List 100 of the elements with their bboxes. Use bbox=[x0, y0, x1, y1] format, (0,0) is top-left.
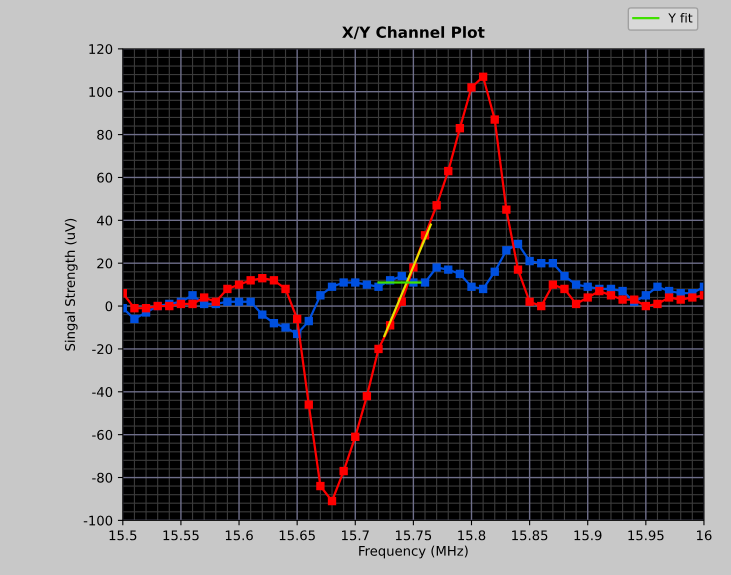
point bbox=[188, 300, 197, 308]
point bbox=[444, 166, 452, 176]
point bbox=[514, 265, 522, 274]
x-tick-label: 15.95 bbox=[628, 530, 664, 540]
point bbox=[374, 344, 383, 354]
point bbox=[362, 280, 372, 289]
point bbox=[176, 300, 186, 308]
y-tick-label: -80 bbox=[92, 472, 112, 483]
x-tick-label: 15.55 bbox=[163, 530, 199, 540]
x-tick-label: 15.7 bbox=[342, 530, 369, 540]
chart-title: X/Y Channel Plot bbox=[342, 26, 485, 40]
point bbox=[618, 295, 627, 304]
point bbox=[444, 265, 452, 274]
point bbox=[502, 246, 511, 254]
point bbox=[339, 278, 348, 287]
point bbox=[560, 272, 569, 280]
point bbox=[270, 319, 278, 328]
y-tick-label: 120 bbox=[89, 44, 112, 54]
point bbox=[142, 304, 150, 312]
point bbox=[514, 240, 522, 248]
point bbox=[525, 256, 534, 266]
point bbox=[642, 302, 650, 310]
x-tick-label: 15.85 bbox=[512, 530, 548, 540]
point bbox=[490, 268, 499, 276]
y-tick-label: 20 bbox=[97, 258, 112, 268]
point bbox=[467, 282, 476, 291]
point bbox=[548, 280, 558, 289]
point bbox=[234, 280, 244, 289]
legend-label: Y fit bbox=[668, 12, 692, 22]
point bbox=[362, 392, 372, 400]
x-tick-label: 15.75 bbox=[396, 530, 432, 540]
point bbox=[351, 432, 360, 441]
point bbox=[572, 300, 580, 308]
x-tick-label: 16 bbox=[697, 530, 712, 540]
point bbox=[188, 291, 197, 300]
point bbox=[653, 300, 662, 308]
point bbox=[642, 291, 650, 300]
y-tick-label: 60 bbox=[97, 172, 112, 183]
x-tick-label: 15.9 bbox=[574, 530, 602, 540]
point bbox=[584, 282, 592, 291]
point bbox=[339, 466, 348, 476]
point bbox=[653, 282, 662, 291]
point bbox=[246, 298, 255, 306]
point bbox=[432, 201, 441, 210]
point bbox=[316, 482, 325, 490]
point bbox=[537, 259, 546, 268]
point bbox=[281, 284, 290, 294]
point bbox=[234, 298, 244, 306]
point bbox=[258, 310, 266, 319]
point bbox=[456, 124, 464, 132]
point bbox=[606, 291, 616, 300]
y-tick-label: -60 bbox=[92, 430, 112, 440]
x-tick-label: 15.6 bbox=[226, 530, 253, 540]
y-axis-title: Singal Strength (uV) bbox=[64, 218, 78, 351]
point bbox=[560, 284, 569, 294]
point bbox=[502, 205, 511, 214]
point bbox=[618, 286, 627, 296]
point bbox=[130, 304, 139, 312]
point bbox=[664, 293, 674, 302]
y-tick-label: -20 bbox=[92, 344, 112, 354]
point bbox=[688, 293, 696, 302]
y-tick-label: 0 bbox=[106, 301, 112, 312]
point bbox=[548, 259, 558, 268]
x-tick-label: 15.8 bbox=[458, 530, 486, 540]
point bbox=[281, 323, 290, 332]
y-tick-label: 100 bbox=[89, 86, 112, 97]
point bbox=[525, 298, 534, 306]
point bbox=[467, 83, 476, 92]
point bbox=[572, 280, 580, 289]
point bbox=[630, 295, 638, 304]
point bbox=[351, 278, 360, 287]
point bbox=[328, 282, 336, 291]
point bbox=[223, 284, 232, 294]
point bbox=[478, 72, 488, 81]
y-tick-label: -100 bbox=[84, 516, 112, 526]
point bbox=[456, 270, 464, 278]
point bbox=[200, 293, 208, 302]
point bbox=[223, 298, 232, 306]
y-tick-label: -40 bbox=[92, 387, 112, 397]
x-tick-label: 15.65 bbox=[280, 530, 315, 540]
point bbox=[420, 278, 430, 287]
point bbox=[374, 282, 383, 291]
point bbox=[304, 316, 313, 326]
point bbox=[270, 276, 278, 285]
y-tick-label: 40 bbox=[96, 216, 112, 226]
point bbox=[304, 400, 313, 409]
point bbox=[584, 293, 592, 302]
point bbox=[398, 272, 406, 280]
y-tick-label: 80 bbox=[97, 130, 112, 140]
x-tick-label: 15.5 bbox=[110, 530, 136, 540]
point bbox=[316, 291, 325, 300]
point bbox=[246, 276, 255, 285]
point bbox=[676, 295, 685, 304]
point bbox=[490, 115, 499, 124]
point bbox=[292, 314, 302, 324]
x-axis-title: Frequency (MHz) bbox=[359, 546, 468, 558]
point bbox=[212, 298, 220, 306]
point bbox=[130, 314, 139, 324]
point bbox=[432, 263, 441, 272]
point bbox=[537, 302, 546, 310]
